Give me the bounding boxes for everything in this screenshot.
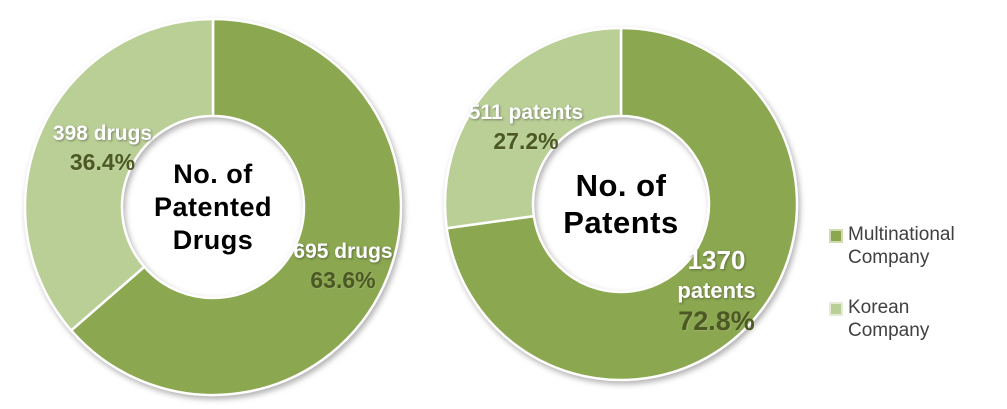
- donut-ring-patented-drugs[interactable]: [13, 7, 413, 407]
- donut-ring-patents[interactable]: [431, 14, 811, 394]
- slice-korean-company[interactable]: [23, 17, 215, 332]
- legend-label: Multinational Company: [848, 224, 955, 268]
- legend-item-multinational[interactable]: Multinational Company: [829, 223, 1003, 269]
- slice-korean-company[interactable]: [443, 26, 623, 230]
- legend-swatch-multinational: [829, 229, 843, 243]
- legend-swatch-korean: [829, 302, 843, 316]
- legend-item-korean[interactable]: Korean Company: [829, 296, 1003, 342]
- chart-legend: Multinational Company Korean Company: [829, 223, 1003, 342]
- legend-label: Korean Company: [848, 297, 930, 341]
- slice-multinational-company[interactable]: [445, 26, 799, 382]
- slice-multinational-company[interactable]: [69, 17, 403, 397]
